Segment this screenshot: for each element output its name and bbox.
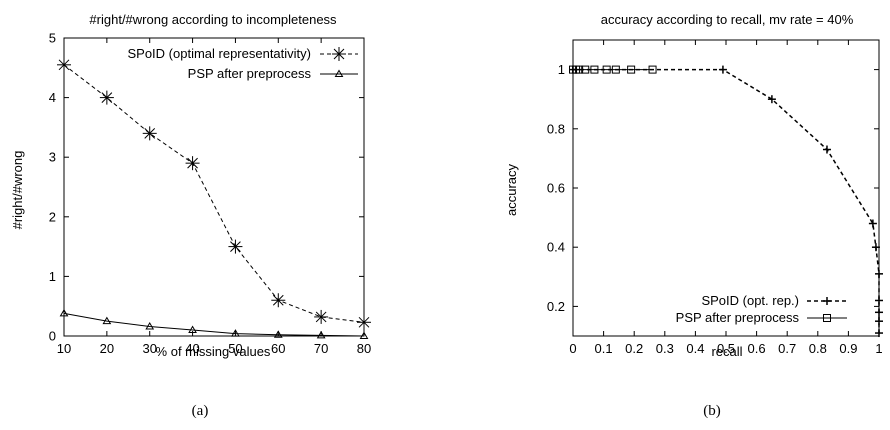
data-point-series-0: [99, 90, 114, 105]
y-tick-label: 4: [49, 90, 56, 105]
x-tick-label: 0.1: [595, 341, 613, 356]
series-line-1: [63, 312, 365, 337]
x-tick-label: 50: [228, 341, 242, 356]
data-point-series-1: [581, 65, 590, 74]
y-tick-label: 0.8: [547, 121, 565, 136]
y-tick-label: 0.4: [547, 240, 565, 255]
chart-b-caption: (b): [703, 403, 721, 419]
data-point-series-0: [314, 309, 329, 324]
chart-a-xlabel: % of missing values: [156, 344, 271, 359]
chart-b-plot-frame: [572, 39, 880, 337]
x-tick-label: 0.9: [839, 341, 857, 356]
chart-b-ylabel: accuracy: [504, 163, 519, 216]
x-tick-label: 1: [875, 341, 882, 356]
x-tick-label: 0.4: [686, 341, 704, 356]
data-point-series-1: [102, 316, 112, 325]
data-point-series-1: [590, 65, 599, 74]
data-point-series-0: [228, 239, 243, 254]
data-point-series-1: [188, 325, 197, 334]
chart-b-xlabel: recall: [711, 344, 742, 359]
data-point-series-1: [316, 330, 326, 339]
chart-b: accuracy according to recall, mv rate = …: [504, 12, 883, 419]
data-point-series-1: [611, 65, 620, 74]
x-tick-label: 0.3: [656, 341, 674, 356]
series-line-0: [573, 68, 880, 333]
x-tick-label: 0.6: [748, 341, 766, 356]
x-tick-label: 80: [357, 341, 371, 356]
x-tick-label: 0.5: [717, 341, 735, 356]
chart-a-series: [57, 57, 371, 339]
x-tick-label: 40: [185, 341, 199, 356]
chart-a-plot-frame: [63, 37, 365, 337]
chart-b-legend: SPoID (opt. rep.) PSP after preprocess: [676, 293, 847, 325]
chart-a: #right/#wrong according to incompletenes…: [10, 12, 371, 419]
x-tick-label: 70: [314, 341, 328, 356]
chart-a-legend: SPoID (optimal representativity) PSP aft…: [127, 46, 358, 81]
x-tick-label: 0.8: [809, 341, 827, 356]
data-point-series-0: [868, 219, 877, 228]
data-point-series-1: [575, 65, 584, 74]
chart-b-legend-label-1: PSP after preprocess: [676, 310, 800, 325]
y-tick-label: 0.6: [547, 181, 565, 196]
x-tick-label: 10: [57, 341, 71, 356]
data-point-series-1: [648, 65, 657, 74]
data-point-series-1: [145, 321, 155, 330]
legend-marker: [823, 314, 831, 322]
y-tick-label: 3: [49, 150, 56, 165]
chart-b-legend-marker-1: [823, 314, 831, 322]
data-point-series-0: [718, 65, 727, 74]
x-tick-label: 20: [100, 341, 114, 356]
data-point-series-0: [142, 126, 157, 141]
y-tick-label: 0: [49, 329, 56, 344]
chart-b-ticks: 0 0.1 0.2 0.3 0.4 0.5 0.6 0.7 0.8 0.9 1 0.2 0.4 0.6 0.…: [547, 40, 883, 356]
x-tick-label: 0.7: [778, 341, 796, 356]
chart-a-ylabel: #right/#wrong: [10, 151, 25, 230]
legend-marker: [334, 69, 344, 77]
data-point-series-0: [822, 145, 831, 154]
chart-a-legend-marker-1: [334, 69, 344, 77]
series-line-0: [63, 64, 365, 323]
chart-b-title: accuracy according to recall, mv rate = …: [601, 12, 854, 27]
data-point-series-1: [627, 65, 636, 74]
x-tick-label: 0.2: [625, 341, 643, 356]
legend-marker: [332, 47, 346, 61]
y-tick-label: 1: [49, 269, 56, 284]
data-point-series-0: [185, 156, 200, 171]
chart-a-legend-label-1: PSP after preprocess: [188, 66, 312, 81]
y-tick-label: 0.2: [547, 299, 565, 314]
y-tick-label: 2: [49, 209, 56, 224]
chart-a-legend-marker-0: [332, 47, 346, 61]
data-point-series-0: [271, 293, 286, 308]
data-point-series-1: [273, 330, 283, 338]
chart-a-legend-label-0: SPoID (optimal representativity): [127, 46, 311, 61]
x-tick-label: 30: [142, 341, 156, 356]
chart-b-legend-label-0: SPoID (opt. rep.): [701, 293, 799, 308]
chart-a-title: #right/#wrong according to incompletenes…: [89, 12, 337, 27]
x-tick-label: 60: [271, 341, 285, 356]
chart-a-caption: (a): [192, 403, 209, 419]
y-tick-label: 5: [49, 31, 56, 46]
legend-marker: [823, 297, 831, 305]
chart-b-legend-marker-0: [823, 297, 831, 305]
data-point-series-0: [767, 95, 776, 104]
y-tick-label: 1: [558, 62, 565, 77]
data-point-series-1: [602, 65, 611, 74]
x-tick-label: 0: [569, 341, 576, 356]
